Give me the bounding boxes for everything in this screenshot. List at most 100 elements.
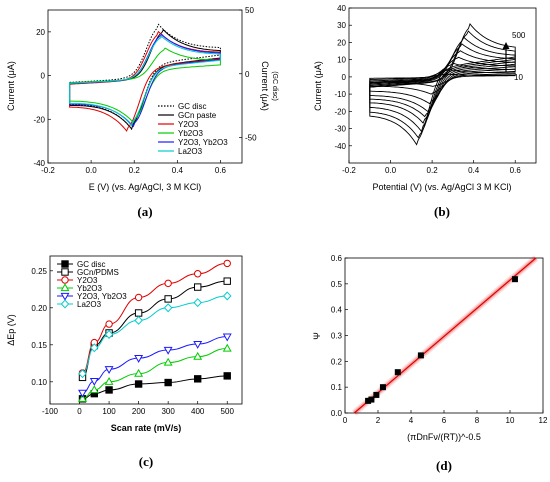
y-tick-label-c-0: 0.10 (31, 378, 47, 387)
y-tick-label-c-1: 0.15 (31, 341, 47, 350)
chart-panel-a: -0.2 0.0 0.2 0.4 0.6 -40 -20 0 20 -50 0 50 E (V) … (6, 6, 278, 219)
panel-label-b: (b) (434, 204, 450, 219)
data-point-c-2-4 (164, 279, 172, 288)
legend-marker-c-5 (60, 299, 70, 309)
x-tick-label-a-1: 0.0 (86, 166, 98, 175)
x-tick-label-d-3: 6 (442, 416, 447, 425)
x-tick-label-a-3: 0.4 (172, 166, 184, 175)
x-tick-label-b-3: 0.4 (468, 166, 480, 175)
y-tick-label-a-1: -20 (33, 115, 45, 124)
y-tick-label-a-0: -40 (33, 159, 45, 168)
data-point-d-2 (373, 391, 380, 398)
data-point-d-3 (379, 384, 386, 391)
data-point-c-5-4 (163, 303, 173, 313)
chart-panel-d: 0 2 4 6 8 10 12 0.0 0.1 0.2 0.3 0.4 0.5 0.6 (πDnFν/(… (312, 254, 548, 473)
y-tick-label-d-6: 0.6 (331, 254, 343, 263)
x-tick-label-d-0: 0 (343, 416, 348, 425)
data-point-c-5-5 (193, 298, 202, 308)
data-point-c-3-3 (134, 368, 144, 377)
legend-marker-c-3 (60, 283, 70, 292)
legend-label-a-3: Yb2O3 (178, 129, 203, 138)
legend-marker-c-1 (61, 268, 69, 276)
data-point-c-4-1 (89, 377, 99, 386)
series-line-c-0 (82, 375, 228, 400)
data-point-c-0-5 (193, 375, 202, 383)
chart-panel-b: -0.2 0.0 0.2 0.4 0.6 -40 -30 -20 -10 0 10 20 30 40 P… (313, 4, 537, 219)
x-tick-label-c-1: 0 (77, 407, 82, 416)
x-tick-label-c-6: 500 (221, 407, 235, 416)
tick-marks-a (47, 9, 242, 164)
y-tick-label-b-5: 10 (337, 56, 346, 65)
data-point-d-0 (365, 397, 372, 404)
plot-frame-b (348, 7, 537, 164)
cv-series-b-1 (369, 69, 516, 95)
y-axis-label-a: Current (μA) (6, 61, 16, 111)
y2-tick-labels-a: -50 0 50 (245, 6, 257, 143)
legend-label-c-0: GC disc (77, 260, 105, 269)
legend-label-a-2: Y2O3 (178, 120, 199, 129)
data-point-c-1-6 (223, 277, 231, 285)
y-tick-label-d-2: 0.2 (331, 357, 343, 366)
y-tick-label-b-7: 30 (337, 21, 346, 30)
y-tick-label-b-8: 40 (337, 4, 346, 13)
cv-series-b-3 (369, 56, 516, 113)
y2-tick-label-a-1: 0 (245, 70, 250, 79)
tick-marks-d (344, 257, 544, 414)
cv-series-b-7 (369, 30, 516, 139)
x-tick-label-b-2: 0.2 (427, 166, 439, 175)
data-point-c-0-2 (105, 386, 113, 394)
panel-label-c: (c) (139, 454, 153, 469)
legend-label-c-4: Y2O3, Yb2O3 (77, 292, 127, 301)
y-tick-labels-d: 0.0 0.1 0.2 0.3 0.4 0.5 0.6 (331, 254, 343, 418)
x-tick-labels-b: -0.2 0.0 0.2 0.4 0.6 (342, 166, 521, 175)
data-point-c-3-2 (104, 376, 114, 385)
scan-rate-arrowhead (502, 42, 510, 49)
data-point-c-0-4 (164, 378, 172, 387)
data-point-c-5-2 (104, 329, 114, 339)
x-axis-label-c: Scan rate (mV/s) (111, 423, 182, 433)
x-tick-label-a-4: 0.6 (215, 166, 227, 175)
x-tick-label-d-1: 2 (376, 416, 381, 425)
x-tick-label-a-0: -0.2 (41, 166, 55, 175)
y-tick-label-d-5: 0.5 (331, 280, 343, 289)
data-point-c-3-0 (78, 394, 87, 402)
data-point-c-2-6 (223, 259, 231, 268)
legend-label-c-2: Y2O3 (77, 276, 98, 285)
legend-marker-c-2 (61, 276, 69, 284)
series-group-c (78, 259, 232, 403)
data-point-c-3-6 (222, 343, 232, 352)
data-point-c-2-2 (105, 320, 113, 328)
data-point-c-3-5 (193, 351, 203, 360)
legend-label-a-4: Y2O3, Yb2O3 (178, 138, 228, 147)
y-tick-label-c-2: 0.20 (31, 304, 47, 313)
cv-series-b-4 (369, 50, 516, 118)
data-point-c-4-0 (78, 389, 87, 398)
x-tick-label-c-4: 300 (161, 407, 175, 416)
x-tick-label-a-2: 0.2 (129, 166, 141, 175)
data-point-c-2-3 (134, 293, 143, 302)
x-tick-label-d-5: 10 (506, 416, 515, 425)
panel-label-a: (a) (137, 204, 152, 219)
legend-label-c-5: La2O3 (77, 300, 102, 309)
series-group-a (69, 23, 221, 132)
cv-series-a-5 (69, 35, 221, 127)
cv-series-b-6 (369, 36, 516, 133)
x-tick-labels-d: 0 2 4 6 8 10 12 (343, 416, 548, 425)
x-tick-label-c-5: 400 (191, 407, 205, 416)
cv-series-b-8 (369, 22, 516, 146)
x-tick-label-d-2: 4 (409, 416, 414, 425)
y-tick-label-b-1: -30 (334, 125, 346, 134)
x-tick-label-d-6: 12 (539, 416, 548, 425)
chart-panel-c: -100 0 100 200 300 400 500 0.10 0.15 0.20 0.25 Sc… (6, 255, 243, 469)
x-axis-label-b: Potential (V) (vs. Ag/AgCl 3 M KCl) (372, 182, 511, 192)
x-tick-label-b-4: 0.6 (510, 166, 522, 175)
data-point-c-0-3 (134, 380, 143, 388)
series-line-c-2 (82, 262, 228, 374)
legend-label-a-5: La2O3 (178, 147, 203, 156)
legend-label-a-0: GC disc (178, 102, 206, 111)
data-point-c-0-6 (223, 372, 231, 380)
y-tick-label-b-3: -10 (334, 90, 346, 99)
legend-marker-c-0 (61, 260, 69, 268)
